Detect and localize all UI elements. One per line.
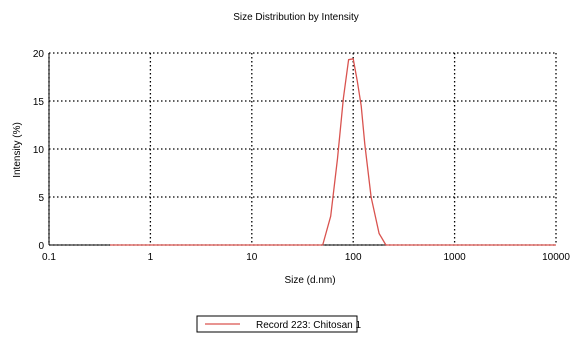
grid-layer <box>48 52 557 246</box>
y-axis-label: Intensity (%) <box>12 122 23 178</box>
axis-layer: 0.1 1 10 100 1000 10000 0 5 10 15 20 <box>33 49 570 263</box>
legend-label: Record 223: Chitosan 1 <box>256 320 362 331</box>
x-tick-label: 100 <box>345 252 362 263</box>
chart-title: Size Distribution by Intensity <box>233 12 359 23</box>
x-axis-label: Size (d.nm) <box>284 275 335 286</box>
series-line <box>110 58 556 246</box>
x-tick-label: 10 <box>246 252 258 263</box>
y-tick-label: 15 <box>33 97 45 108</box>
y-tick-label: 10 <box>33 145 45 156</box>
x-tick-label: 1 <box>148 252 154 263</box>
x-tick-label: 10000 <box>542 252 570 263</box>
series-layer <box>110 58 556 246</box>
y-tick-label: 20 <box>33 49 45 60</box>
x-tick-label: 1000 <box>443 252 466 263</box>
y-tick-label: 0 <box>38 241 44 252</box>
x-tick-label: 0.1 <box>42 252 56 263</box>
legend: Record 223: Chitosan 1 <box>196 315 362 333</box>
y-tick-label: 5 <box>38 193 44 204</box>
legend-box <box>196 315 358 333</box>
